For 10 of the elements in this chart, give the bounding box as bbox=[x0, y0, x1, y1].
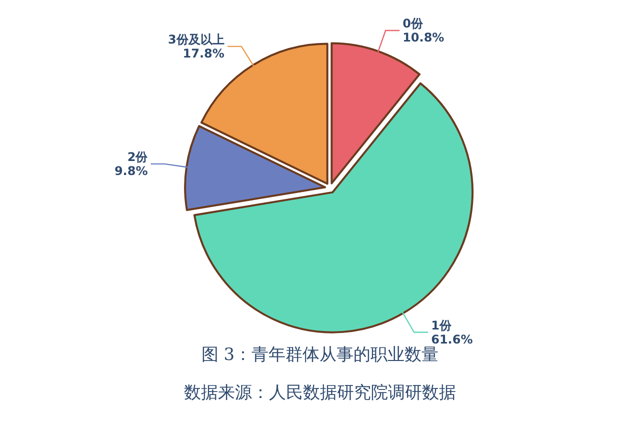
data-label: 10.8% bbox=[402, 30, 444, 45]
data-label: 9.8% bbox=[114, 164, 148, 178]
slice-label: 3份及以上 bbox=[168, 32, 224, 46]
data-label: 61.6% bbox=[431, 332, 473, 346]
slice-label: 0份 bbox=[402, 16, 424, 31]
source-note: 数据来源：人民数据研究院调研数据 bbox=[184, 383, 456, 403]
slice-label: 2份 bbox=[127, 150, 149, 164]
data-label: 17.8% bbox=[182, 46, 224, 60]
slice-label: 1份 bbox=[431, 318, 452, 332]
text: 图 3：青年群体从事的职业数量 bbox=[201, 345, 439, 365]
